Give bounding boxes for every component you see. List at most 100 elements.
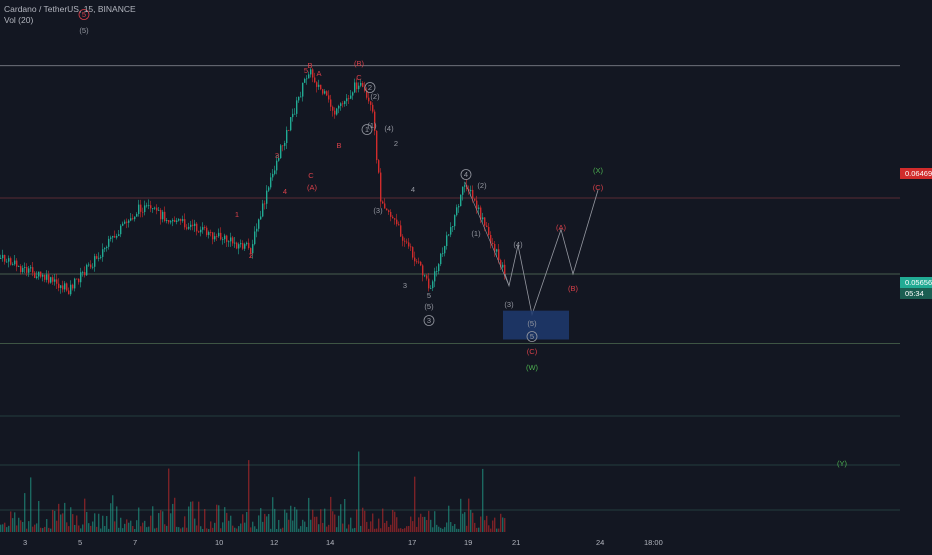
volume-bar: [4, 522, 6, 532]
candle-body: [158, 209, 160, 211]
candle-body: [368, 97, 370, 102]
volume-bar: [0, 524, 2, 532]
wave-label: 4: [283, 187, 287, 196]
candle-body: [406, 241, 408, 243]
candle-body: [70, 284, 72, 295]
candle-body: [230, 237, 232, 242]
candle-body: [28, 268, 30, 273]
volume-bar: [204, 509, 206, 532]
candle-body: [46, 274, 48, 280]
candle-body: [170, 221, 172, 223]
volume-bar: [308, 497, 310, 532]
volume-bar: [30, 477, 32, 532]
indicator-label[interactable]: Vol (20): [4, 15, 34, 25]
candle-body: [316, 82, 318, 87]
candle-body: [84, 272, 86, 276]
candle-body: [404, 240, 406, 242]
volume-bar: [472, 512, 474, 532]
candle-body: [242, 243, 244, 249]
candle-body: [124, 221, 126, 224]
volume-bar: [230, 515, 232, 532]
candle-body: [398, 224, 400, 226]
volume-bar: [410, 516, 412, 532]
volume-bar: [414, 476, 416, 532]
candle-body: [6, 261, 8, 263]
volume-bar: [272, 497, 274, 532]
wave-label: 2: [368, 83, 372, 92]
wave-label: 3: [427, 316, 431, 325]
candle-body: [364, 86, 366, 91]
candle-body: [102, 249, 104, 257]
volume-bar: [234, 527, 236, 532]
candle-body: [378, 160, 380, 173]
volume-bar: [286, 512, 288, 532]
candle-body: [374, 111, 376, 131]
candle-body: [326, 91, 328, 96]
candle-body: [78, 278, 80, 283]
volume-bar: [430, 519, 432, 532]
volume-bar: [394, 511, 396, 532]
candle-body: [438, 264, 440, 272]
candle-body: [180, 219, 182, 221]
chart-title[interactable]: Cardano / TetherUS, 15, BINANCE: [4, 4, 136, 14]
candle-body: [258, 219, 260, 229]
volume-bar: [136, 520, 138, 532]
candle-body: [348, 98, 350, 100]
candle-body: [54, 279, 56, 282]
candle-body: [410, 246, 412, 248]
candle-body: [20, 266, 22, 273]
candle-body: [500, 260, 502, 268]
candle-body: [2, 254, 4, 259]
candle-body: [156, 207, 158, 211]
volume-bar: [282, 527, 284, 532]
volume-bar: [358, 451, 360, 532]
volume-bar: [312, 509, 314, 532]
volume-bar: [338, 515, 340, 532]
volume-bar: [80, 528, 82, 532]
volume-bar: [406, 526, 408, 532]
candle-body: [430, 288, 432, 289]
volume-bar: [374, 528, 376, 532]
volume-bar: [278, 519, 280, 532]
volume-bar: [468, 498, 470, 532]
wave-label: 1: [235, 210, 239, 219]
volume-bar: [44, 526, 46, 532]
candle-body: [432, 281, 434, 289]
candle-body: [24, 267, 26, 268]
volume-bar: [88, 523, 90, 532]
candle-body: [264, 203, 266, 205]
candle-body: [150, 205, 152, 209]
volume-bar: [14, 512, 16, 532]
time-axis[interactable]: [0, 532, 932, 550]
candle-body: [34, 272, 36, 278]
candle-body: [462, 186, 464, 195]
candle-body: [476, 200, 478, 210]
candle-body: [282, 145, 284, 147]
wave-label: 3: [403, 281, 407, 290]
candle-body: [254, 231, 256, 245]
wave-label: (4): [513, 240, 523, 249]
candle-body: [358, 85, 360, 90]
volume-bar: [22, 521, 24, 532]
candle-body: [42, 274, 44, 277]
candle-body: [372, 104, 374, 112]
candle-body: [152, 208, 154, 209]
volume-bar: [400, 528, 402, 532]
price-axis[interactable]: [900, 0, 932, 550]
wave-label: 4: [411, 185, 415, 194]
candle-body: [14, 260, 16, 265]
candle-body: [250, 248, 252, 254]
candle-body: [128, 220, 130, 223]
volume-bar: [262, 521, 264, 532]
volume-bar: [460, 498, 462, 532]
candle-body: [460, 194, 462, 207]
volume-bar: [186, 527, 188, 532]
volume-bar: [296, 509, 298, 532]
candle-body: [202, 227, 204, 230]
volume-bar: [342, 523, 344, 532]
volume-bar: [322, 522, 324, 532]
volume-bar: [146, 527, 148, 532]
candle-body: [396, 219, 398, 225]
